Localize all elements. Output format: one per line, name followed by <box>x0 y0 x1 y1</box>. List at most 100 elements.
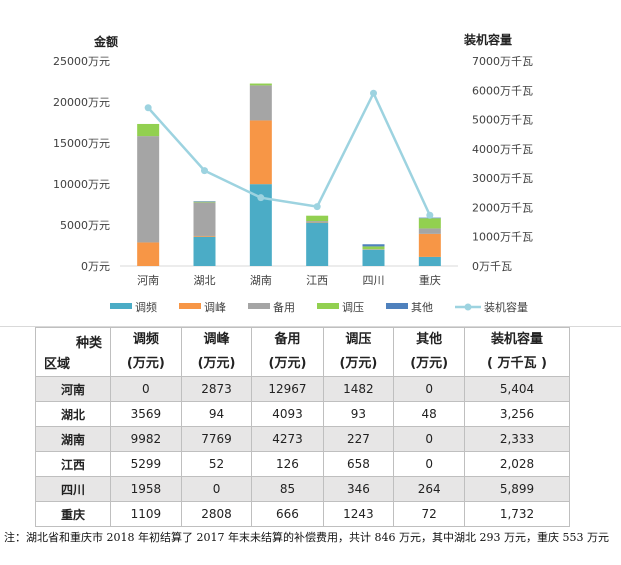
table-cell: 0 <box>180 476 253 502</box>
table-cell: 3569 <box>110 401 182 427</box>
table-cell: 1109 <box>110 501 182 527</box>
table-cell: 72 <box>393 501 465 527</box>
bar-segment-3 <box>306 215 329 222</box>
right-tick-label: 3000万千瓦 <box>472 172 533 185</box>
table-cell: 0 <box>393 451 465 477</box>
bar-segment-5 <box>418 228 441 234</box>
legend-label: 其他 <box>411 301 433 314</box>
capacity-point-2 <box>257 194 265 202</box>
x-tick-label: 四川 <box>363 274 385 287</box>
capacity-point-4 <box>370 89 377 97</box>
table-cell: 2,028 <box>464 451 570 477</box>
table-cell: 658 <box>322 451 395 477</box>
right-tick-label: 4000万千瓦 <box>472 143 533 156</box>
left-axis-title: 金额 <box>93 34 118 49</box>
left-tick-label: 25000万元 <box>53 55 110 68</box>
right-tick-label: 0万千瓦 <box>472 260 512 273</box>
x-tick-label: 重庆 <box>419 273 441 287</box>
bar-segment-4 <box>362 246 385 250</box>
table-cell: 9982 <box>110 426 182 452</box>
table-cell: 94 <box>180 401 253 427</box>
table-cell: 7769 <box>180 426 253 452</box>
footnote: 注：湖北省和重庆市 2018 年初结算了 2017 年末未结算的补偿费用，共计 … <box>4 531 609 544</box>
x-tick-label: 湖北 <box>194 274 216 287</box>
column-header: 调压 (万元) <box>322 327 395 377</box>
left-tick-label: 15000万元 <box>53 137 110 150</box>
left-tick-label: 20000万元 <box>53 96 110 109</box>
legend-label: 调频 <box>135 300 157 314</box>
right-tick-label: 2000万千瓦 <box>472 201 533 214</box>
bar-segment-4 <box>362 249 385 266</box>
bar-segment-3 <box>306 222 329 223</box>
table-cell: 2873 <box>180 376 253 402</box>
column-header: 调频 (万元) <box>110 327 182 377</box>
table-cell: 1958 <box>110 476 182 502</box>
column-header: 调峰 (万元) <box>180 327 253 377</box>
row-region: 四川 <box>35 476 111 502</box>
table-cell: 52 <box>180 451 253 477</box>
table-cell: 48 <box>393 401 465 427</box>
legend-label: 调峰 <box>204 301 226 314</box>
right-tick-label: 7000万千瓦 <box>472 55 533 68</box>
column-header: 装机容量( 万千瓦 ) <box>464 327 570 377</box>
legend-label: 调压 <box>342 301 364 314</box>
legend-swatch <box>248 303 270 309</box>
table-cell: 5,404 <box>464 376 570 402</box>
bar-segment-2 <box>249 85 272 121</box>
table-cell: 3,256 <box>464 401 570 427</box>
table-cell: 5299 <box>110 451 182 477</box>
bar-segment-3 <box>306 222 329 266</box>
right-tick-label: 5000万千瓦 <box>472 114 533 127</box>
row-region: 河南 <box>35 376 111 402</box>
chart-panel: 金额装机容量 0万元 5000万元 10000万元 15000万元 20000万元 2500… <box>0 32 621 327</box>
table-cell: 2,333 <box>464 426 570 452</box>
table-cell: 4093 <box>251 401 324 427</box>
stacked-bar-line-chart: 金额装机容量 0万元 5000万元 10000万元 15000万元 20000万元 2500… <box>53 32 533 314</box>
table-cell: 227 <box>322 426 395 452</box>
bar-segment-1 <box>193 201 216 203</box>
bar-segment-0 <box>137 136 160 243</box>
table-cell: 12967 <box>251 376 324 402</box>
table-cell: 126 <box>251 451 324 477</box>
capacity-point-3 <box>313 203 321 211</box>
x-tick-label: 河南 <box>137 274 159 287</box>
corner-category-label: 种类 <box>75 336 102 351</box>
bar-segment-2 <box>249 184 272 266</box>
row-region: 湖北 <box>35 401 111 427</box>
bar-segment-5 <box>418 233 441 257</box>
table-cell: 666 <box>251 501 324 527</box>
table-cell: 0 <box>110 376 182 402</box>
left-tick-label: 5000万元 <box>60 219 110 232</box>
bar-segment-1 <box>193 201 216 202</box>
table-cell: 1243 <box>322 501 395 527</box>
capacity-line <box>147 90 431 216</box>
x-tick-label: 湖南 <box>250 274 272 287</box>
left-tick-label: 0万元 <box>81 260 110 273</box>
table-cell: 264 <box>393 476 465 502</box>
column-header: 备用 (万元) <box>251 327 324 377</box>
legend-swatch <box>179 303 201 309</box>
bar-segment-2 <box>249 83 272 86</box>
table-row: 湖北 3569 94 4093 93 48 3,256 <box>35 401 570 427</box>
table-cell: 1,732 <box>464 501 570 527</box>
bar-segment-3 <box>306 221 329 223</box>
table-corner-header: 种类 区域 <box>35 327 111 377</box>
table-row: 湖南 9982 7769 4273 227 0 2,333 <box>35 426 570 452</box>
table-cell: 2808 <box>180 501 253 527</box>
table-cell: 0 <box>393 376 465 402</box>
corner-region-label: 区域 <box>44 357 71 372</box>
table-cell: 1482 <box>322 376 395 402</box>
table-row: 重庆 1109 2808 666 1243 72 1,732 <box>35 501 570 527</box>
bar-segment-1 <box>193 202 216 236</box>
table-row: 河南 0 2873 12967 1482 0 5,404 <box>35 376 570 402</box>
data-table: 种类 区域 调频 (万元) 调峰 (万元) 备用 (万元) 调压 (万元) 其他 (万元)… <box>35 327 570 527</box>
capacity-point-0 <box>144 104 152 112</box>
legend-swatch <box>110 303 132 309</box>
row-region: 湖南 <box>35 426 111 452</box>
row-region: 江西 <box>35 451 111 477</box>
table-cell: 85 <box>251 476 324 502</box>
legend-swatch <box>317 303 339 309</box>
legend-label: 装机容量 <box>484 300 528 314</box>
table-cell: 5,899 <box>464 476 570 502</box>
left-tick-label: 10000万元 <box>53 178 110 191</box>
